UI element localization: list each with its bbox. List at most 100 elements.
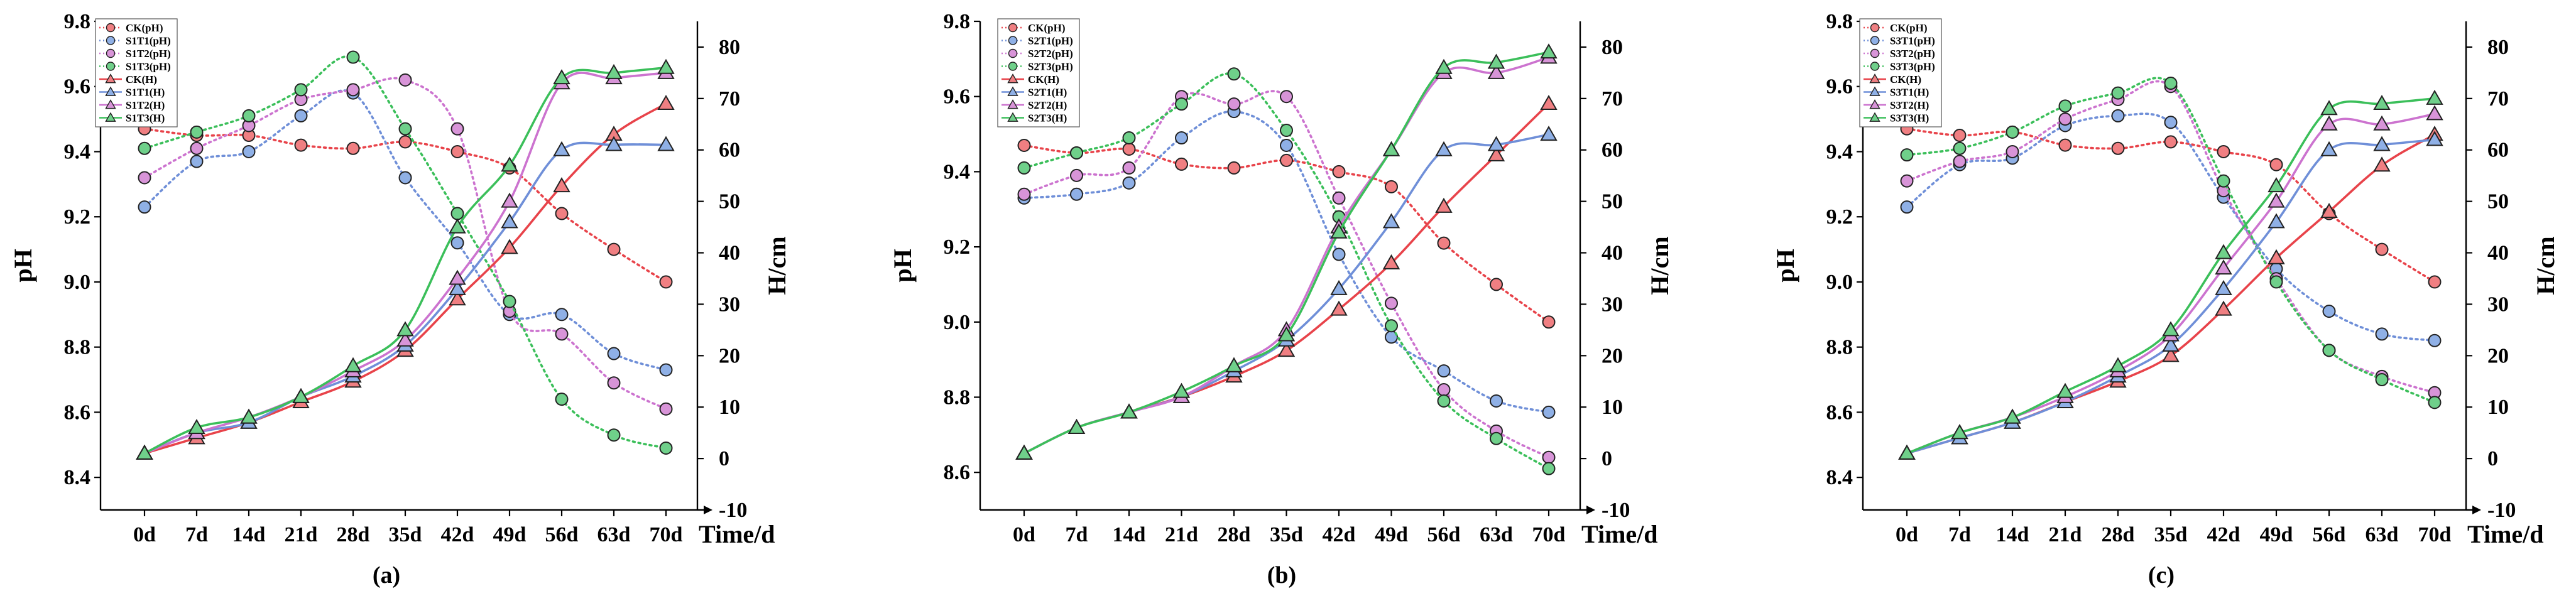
x-tick-label: 7d	[185, 523, 208, 546]
legend-marker	[1869, 112, 1880, 122]
height-point	[501, 192, 518, 208]
ph-point	[294, 83, 308, 97]
ph-point	[1437, 236, 1451, 250]
ph-point	[555, 327, 569, 341]
ph-point	[2217, 174, 2230, 188]
height-point	[1015, 444, 1033, 460]
ph-point	[659, 275, 673, 289]
height-point	[2373, 136, 2391, 151]
left-tick-label: 9.2	[1826, 205, 1853, 229]
ph-point	[1900, 174, 1914, 188]
right-tick-label: 20	[719, 344, 740, 367]
ph-point	[1953, 129, 1967, 143]
x-tick-label: 21d	[2049, 523, 2082, 546]
right-tick-label: 30	[1602, 293, 1623, 316]
x-tick-label: 14d	[232, 523, 266, 546]
ph-point	[503, 295, 516, 308]
ph-point	[398, 135, 412, 149]
height-point	[2162, 347, 2180, 362]
series-line-CK(pH)	[1023, 144, 1550, 323]
ph-point	[1900, 148, 1914, 162]
right-tick-label: 80	[719, 36, 740, 59]
right-tick-label: 0	[2487, 447, 2498, 470]
ph-point	[1070, 187, 1083, 201]
x-tick-label: 35d	[1270, 523, 1303, 546]
right-tick-label: 40	[1602, 242, 1623, 265]
ph-point	[1542, 315, 1556, 329]
height-point	[1120, 403, 1138, 419]
ph-point	[1070, 168, 1083, 182]
height-point	[188, 418, 205, 434]
ph-point	[2111, 86, 2125, 100]
legend-label: CK(pH)	[1028, 22, 1066, 34]
right-tick-label: 0	[719, 447, 729, 470]
ph-point	[1437, 364, 1451, 378]
ph-point	[2058, 99, 2072, 113]
series-line-S1T1(H)	[144, 141, 667, 455]
right-tick-label: 10	[1602, 396, 1623, 419]
x-tick-label: 14d	[1113, 523, 1146, 546]
legend-marker	[1008, 62, 1018, 71]
right-tick-label: 80	[1602, 36, 1623, 59]
legend-marker	[1869, 99, 1880, 109]
x-tick-label: 70d	[2418, 523, 2452, 546]
height-point	[2004, 408, 2021, 424]
right-tick-label: 50	[2487, 190, 2509, 214]
y2-axis-title: H/cm	[1645, 236, 1674, 295]
left-tick-label: 9.8	[1826, 10, 1853, 33]
legend-label: CK(H)	[126, 73, 157, 85]
x-tick-label: 63d	[1480, 523, 1513, 546]
legend-label: S1T1(pH)	[126, 35, 171, 47]
y-axis-title: pH	[888, 249, 917, 282]
height-point	[2215, 300, 2232, 316]
right-tick-label: 50	[1602, 190, 1623, 214]
height-point	[2215, 244, 2232, 259]
series-line-CK(pH)	[143, 127, 667, 283]
ph-point	[607, 428, 621, 442]
legend-label: S2T3(pH)	[1028, 61, 1073, 73]
ph-point	[2058, 112, 2072, 126]
height-point	[1487, 146, 1505, 161]
ph-point	[607, 242, 621, 256]
ph-point	[1017, 161, 1031, 175]
left-tick-label: 8.8	[64, 336, 91, 359]
ph-point	[1122, 176, 1136, 190]
height-point	[396, 331, 414, 347]
height-point	[292, 387, 310, 403]
height-point	[2215, 279, 2232, 295]
right-tick-label: 60	[2487, 139, 2509, 162]
height-point	[2426, 105, 2443, 121]
ph-point	[1280, 153, 1293, 167]
legend-label: S2T1(pH)	[1028, 35, 1073, 47]
ph-point	[1175, 97, 1188, 111]
x-tick-label: 56d	[1427, 523, 1461, 546]
height-point	[2162, 336, 2180, 352]
ph-point	[1332, 191, 1346, 205]
x-tick-label: 35d	[2154, 523, 2188, 546]
chart-panel-1: 8.4 8.6 8.8 9.0 9.2 9.4 9.6 9.8 -10 0 10 20 30 40 50 60…	[9, 10, 791, 588]
legend-label: CK(H)	[1890, 73, 1921, 85]
height-point	[657, 58, 675, 74]
left-tick-label: 8.6	[64, 401, 91, 424]
ph-point	[2322, 344, 2336, 357]
panel-caption: (a)	[373, 562, 400, 588]
ph-point	[1175, 157, 1188, 171]
height-point	[1330, 300, 1348, 316]
height-point	[1067, 418, 1086, 434]
right-tick-label: 20	[2487, 344, 2509, 367]
height-point	[657, 95, 675, 111]
height-point	[1435, 141, 1453, 156]
left-tick-label: 8.4	[1826, 466, 1853, 489]
ph-point	[1490, 278, 1503, 291]
ph-point	[242, 144, 256, 158]
height-point	[553, 69, 570, 85]
right-tick-label: 30	[719, 293, 740, 316]
ph-point	[398, 122, 412, 136]
legend-marker	[1008, 23, 1018, 33]
ph-point	[450, 236, 464, 250]
height-point	[2268, 192, 2285, 208]
left-tick-label: 9.0	[1826, 271, 1853, 294]
left-tick-label: 9.6	[944, 85, 971, 109]
right-tick-label: 80	[2487, 36, 2509, 59]
